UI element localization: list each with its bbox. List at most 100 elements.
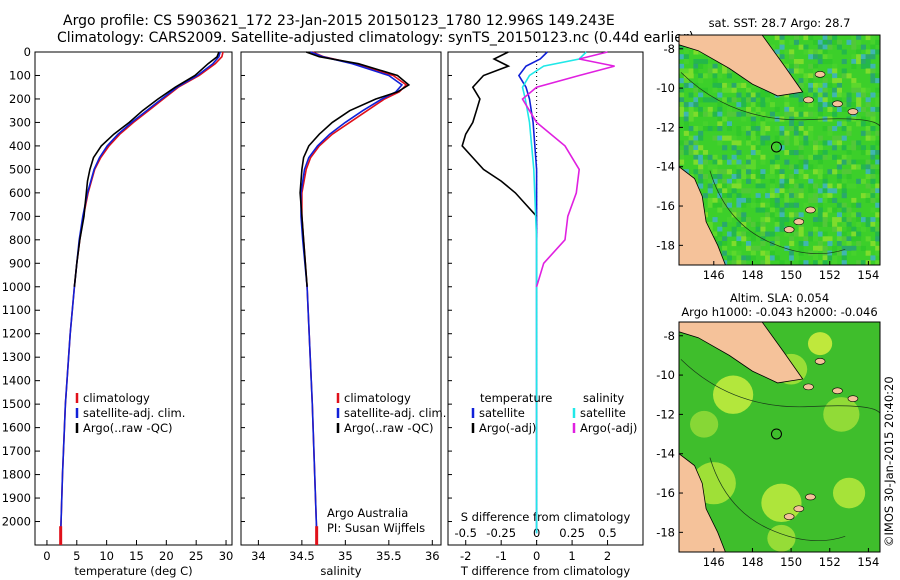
sst-cell	[755, 183, 761, 189]
sst-cell	[779, 140, 785, 146]
sst-cell	[760, 202, 766, 208]
sst-cell	[769, 255, 775, 261]
sst-cell	[808, 236, 814, 242]
sst-cell	[822, 59, 828, 65]
sst-cell	[784, 217, 790, 223]
sst-cell	[798, 154, 804, 160]
sst-cell	[722, 241, 728, 247]
sst-cell	[793, 130, 799, 136]
sst-cell	[765, 260, 771, 265]
sst-cell	[731, 97, 737, 103]
sst-cell	[779, 174, 785, 180]
sst-cell	[717, 140, 723, 146]
sst-cell	[860, 260, 866, 265]
sst-cell	[707, 154, 713, 160]
sst-cell	[769, 202, 775, 208]
sst-cell	[774, 197, 780, 203]
sst-cell	[789, 92, 795, 98]
sst-cell	[750, 126, 756, 132]
sst-cell	[836, 250, 842, 256]
sst-cell	[717, 245, 723, 251]
sst-cell	[779, 44, 785, 50]
y-tick-label: 0	[24, 45, 31, 59]
sst-cell	[707, 221, 713, 227]
sst-cell	[870, 221, 876, 227]
sst-cell	[865, 217, 871, 223]
sst-cell	[779, 260, 785, 265]
sst-cell	[813, 255, 819, 261]
sla-blob	[832, 477, 866, 509]
sst-cell	[851, 159, 857, 165]
sst-cell	[789, 68, 795, 74]
sst-cell	[836, 97, 842, 103]
sst-cell	[870, 106, 876, 112]
sst-cell	[832, 35, 838, 41]
sst-cell	[846, 39, 852, 45]
sst-cell	[851, 202, 857, 208]
x-tick-label: 0	[533, 549, 540, 563]
sst-cell	[750, 92, 756, 98]
sst-cell	[741, 164, 747, 170]
sst-cell	[774, 226, 780, 232]
sst-cell	[822, 126, 828, 132]
sst-cell	[817, 169, 823, 175]
sst-cell	[736, 183, 742, 189]
sst-cell	[750, 221, 756, 227]
sst-cell	[870, 126, 876, 132]
sst-cell	[813, 183, 819, 189]
sst-cell	[726, 111, 732, 117]
legend-header-salinity: salinity	[583, 391, 624, 405]
sst-cell	[813, 260, 819, 265]
sst-cell	[846, 73, 852, 79]
sst-cell	[779, 217, 785, 223]
sst-cell	[803, 174, 809, 180]
sst-cell	[722, 221, 728, 227]
island	[805, 493, 816, 501]
sst-cell	[798, 82, 804, 88]
sst-cell	[746, 159, 752, 165]
sst-cell	[870, 145, 876, 151]
sst-cell	[822, 212, 828, 218]
sst-cell	[731, 145, 737, 151]
sst-cell	[698, 164, 704, 170]
sst-cell	[722, 197, 728, 203]
sst-cell	[875, 236, 880, 242]
sst-cell	[712, 63, 718, 69]
sst-cell	[832, 221, 838, 227]
sst-cell	[707, 202, 713, 208]
sst-cell	[779, 145, 785, 151]
plot-frame	[447, 51, 644, 546]
sst-cell	[832, 97, 838, 103]
sla-blob	[761, 483, 802, 523]
sst-cell	[846, 183, 852, 189]
sst-cell	[702, 111, 708, 117]
sst-cell	[707, 226, 713, 232]
sst-cell	[841, 59, 847, 65]
sst-cell	[726, 68, 732, 74]
sst-cell	[702, 154, 708, 160]
sst-cell	[750, 97, 756, 103]
sst-cell	[769, 231, 775, 237]
sst-cell	[827, 130, 833, 136]
sst-cell	[813, 49, 819, 55]
sst-cell	[717, 106, 723, 112]
sst-cell	[798, 231, 804, 237]
sst-cell	[822, 231, 828, 237]
sst-cell	[755, 140, 761, 146]
sst-cell	[698, 126, 704, 132]
sst-cell	[865, 59, 871, 65]
sst-cell	[798, 111, 804, 117]
sst-cell	[827, 35, 833, 41]
sst-cell	[736, 150, 742, 156]
sst-cell	[693, 102, 699, 108]
x-axis-label: temperature (deg C)	[74, 564, 192, 578]
sst-cell	[870, 207, 876, 213]
sst-cell	[865, 183, 871, 189]
sst-cell	[769, 159, 775, 165]
sst-cell	[712, 73, 718, 79]
sst-cell	[803, 130, 809, 136]
sst-cell	[755, 207, 761, 213]
sst-cell	[693, 97, 699, 103]
sst-cell	[784, 135, 790, 141]
sst-cell	[679, 102, 685, 108]
